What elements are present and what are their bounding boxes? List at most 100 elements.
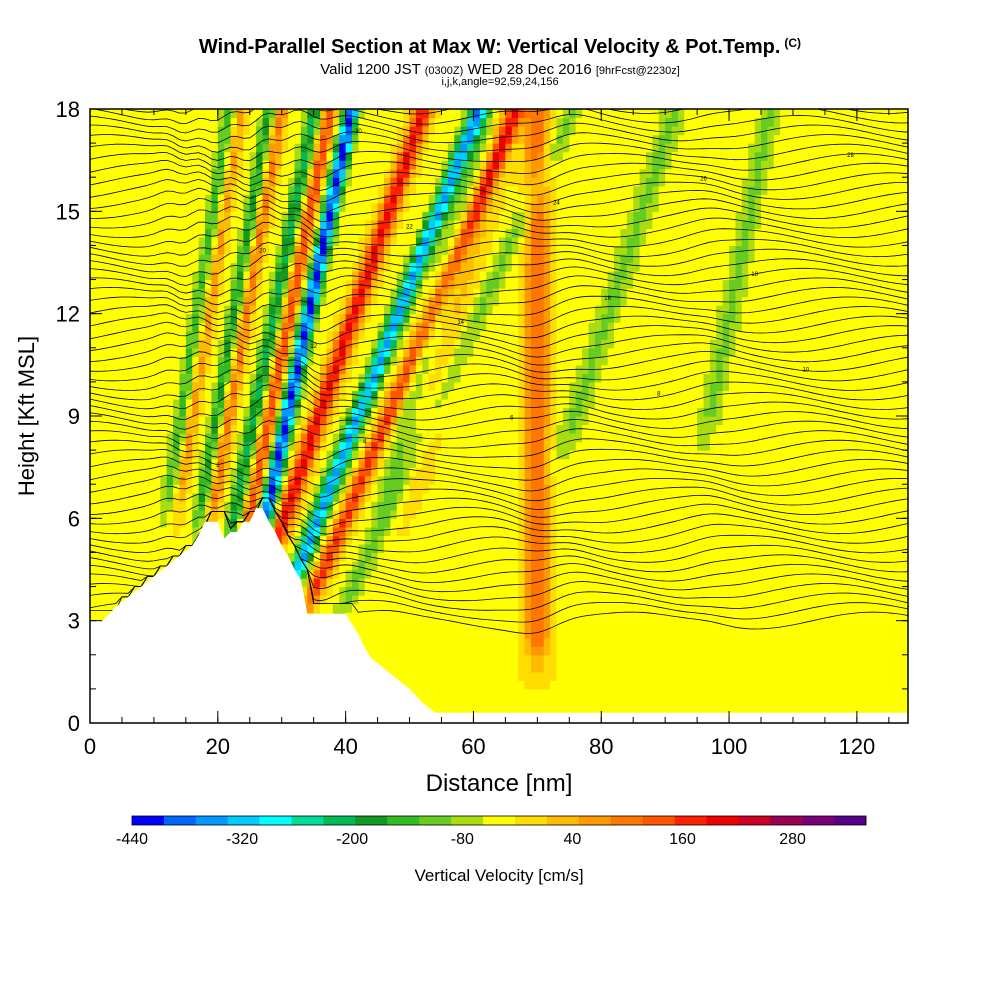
velocity-cell (473, 603, 481, 613)
velocity-cell (211, 177, 219, 187)
velocity-cell (428, 663, 436, 673)
velocity-cell (479, 501, 487, 511)
velocity-cell (217, 467, 225, 477)
velocity-cell (345, 535, 353, 545)
velocity-cell (300, 543, 308, 554)
velocity-cell (205, 143, 213, 153)
velocity-cell (275, 262, 283, 272)
velocity-cell (339, 501, 347, 511)
velocity-cell (90, 484, 97, 494)
velocity-cell (179, 160, 187, 170)
velocity-cell (288, 441, 296, 451)
velocity-cell (473, 458, 481, 468)
velocity-cell (415, 253, 423, 264)
velocity-cell (447, 322, 455, 332)
velocity-cell (192, 219, 200, 229)
velocity-cell (499, 441, 506, 451)
velocity-cell (364, 381, 372, 392)
velocity-cell (230, 492, 238, 502)
velocity-cell (115, 143, 123, 153)
velocity-cell (300, 458, 308, 468)
velocity-cell (262, 416, 270, 426)
velocity-cell (230, 347, 238, 357)
velocity-cell (460, 458, 468, 468)
velocity-cell (403, 288, 411, 298)
velocity-cell (486, 518, 494, 528)
velocity-cell (332, 126, 340, 136)
velocity-cell (364, 347, 372, 357)
velocity-cell (173, 134, 181, 144)
velocity-cell (141, 126, 149, 136)
velocity-cell (128, 492, 136, 502)
velocity-cell (90, 475, 97, 485)
velocity-cell (435, 160, 443, 170)
velocity-cell (518, 330, 526, 340)
velocity-cell (441, 688, 449, 699)
velocity-cell (109, 288, 117, 298)
velocity-cell (102, 424, 110, 434)
velocity-cell (326, 305, 334, 315)
velocity-cell (505, 262, 513, 272)
velocity-cell (435, 441, 443, 451)
velocity-cell (377, 612, 385, 622)
velocity-cell (179, 194, 187, 204)
velocity-cell (505, 160, 513, 170)
velocity-cell (499, 202, 506, 212)
velocity-cell (141, 185, 149, 195)
velocity-cell (224, 211, 232, 221)
velocity-cell (460, 518, 468, 528)
velocity-cell (403, 262, 411, 272)
velocity-cell (518, 373, 526, 383)
velocity-cell (505, 560, 513, 571)
velocity-cell (224, 433, 232, 443)
velocity-cell (128, 569, 136, 579)
velocity-cell (447, 305, 455, 315)
velocity-cell (230, 373, 238, 383)
velocity-cell (422, 450, 430, 460)
velocity-cell (352, 458, 360, 468)
velocity-cell (236, 185, 244, 195)
velocity-cell (345, 398, 353, 409)
velocity-cell (268, 467, 276, 477)
velocity-cell (320, 160, 328, 170)
velocity-cell (121, 398, 129, 409)
velocity-cell (479, 143, 487, 153)
velocity-cell (109, 569, 117, 579)
velocity-cell (435, 236, 443, 247)
velocity-cell (409, 458, 417, 468)
velocity-cell (236, 202, 244, 212)
velocity-cell (403, 646, 411, 656)
velocity-cell (447, 313, 455, 323)
velocity-cell (473, 109, 481, 119)
velocity-cell (396, 381, 404, 392)
velocity-cell (275, 245, 283, 255)
velocity-cell (205, 151, 213, 161)
velocity-cell (422, 603, 430, 613)
velocity-cell (364, 305, 372, 315)
velocity-cell (236, 467, 244, 477)
velocity-cell (236, 458, 244, 468)
velocity-cell (173, 228, 181, 238)
velocity-cell (511, 313, 519, 323)
velocity-cell (109, 134, 117, 144)
velocity-cell (121, 492, 129, 502)
velocity-cell (166, 245, 174, 255)
velocity-cell (409, 236, 417, 247)
velocity-cell (109, 322, 117, 332)
velocity-cell (128, 458, 136, 468)
velocity-cell (224, 262, 232, 272)
velocity-cell (198, 228, 206, 238)
velocity-cell (454, 202, 462, 212)
velocity-cell (230, 211, 238, 221)
velocity-cell (300, 288, 308, 298)
velocity-cell (192, 134, 200, 144)
velocity-cell (332, 339, 340, 349)
velocity-cell (115, 381, 123, 392)
velocity-cell (236, 219, 244, 229)
velocity-cell (134, 160, 142, 170)
velocity-cell (467, 671, 475, 681)
velocity-cell (109, 219, 117, 229)
velocity-cell (179, 211, 187, 221)
velocity-cell (217, 151, 225, 161)
velocity-cell (447, 697, 455, 707)
